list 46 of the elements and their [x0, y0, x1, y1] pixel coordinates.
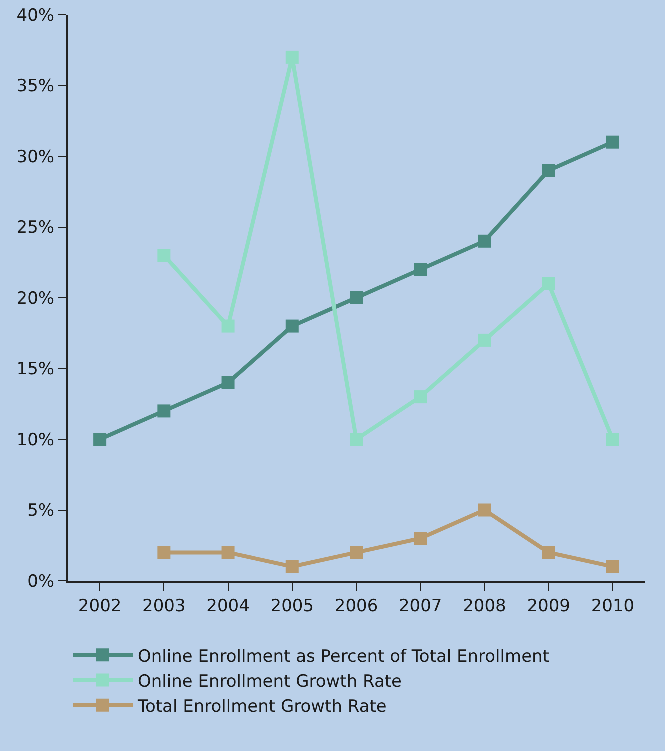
point	[286, 560, 299, 574]
y-tick-label: 20%	[16, 288, 55, 309]
x-tick-label: 2010	[591, 596, 635, 616]
point	[414, 390, 428, 404]
point	[158, 546, 171, 560]
point	[606, 560, 620, 574]
point	[606, 433, 620, 446]
point	[542, 277, 556, 290]
x-tick-label: 2002	[78, 596, 122, 616]
point	[478, 334, 492, 347]
point	[222, 320, 235, 333]
y-tick-label: 10%	[16, 430, 55, 450]
point	[286, 50, 299, 64]
point	[222, 546, 235, 560]
x-tick-label: 2004	[206, 596, 250, 616]
point	[286, 320, 299, 333]
point	[414, 532, 428, 546]
legend-label: Online Enrollment Growth Rate	[138, 672, 402, 692]
point	[158, 404, 171, 418]
point	[94, 433, 107, 446]
y-tick-label: 25%	[16, 218, 55, 238]
y-tick-label: 35%	[16, 76, 55, 97]
y-tick-label: 30%	[16, 147, 55, 168]
point	[350, 546, 363, 560]
y-tick-label: 40%	[16, 6, 55, 26]
y-tick-label: 15%	[16, 360, 55, 380]
point	[222, 376, 235, 390]
x-tick-label: 2005	[270, 596, 314, 616]
point	[350, 292, 363, 304]
legend-label: Online Enrollment as Percent of Total Enrollment	[138, 646, 550, 667]
point	[350, 433, 363, 446]
point	[478, 504, 492, 517]
point	[606, 136, 620, 149]
x-tick-label: 2003	[142, 596, 186, 616]
x-tick-label: 2009	[527, 596, 570, 616]
y-tick-label: 0%	[28, 572, 55, 592]
y-tick-label: 5%	[28, 501, 55, 522]
point	[414, 263, 428, 276]
point	[158, 249, 171, 262]
point	[478, 234, 492, 248]
point	[542, 164, 556, 178]
x-tick-label: 2008	[463, 596, 506, 616]
x-tick-label: 2006	[334, 596, 378, 616]
x-tick-label: 2007	[398, 596, 442, 616]
legend-label: Total Enrollment Growth Rate	[137, 696, 387, 717]
point	[542, 546, 556, 560]
